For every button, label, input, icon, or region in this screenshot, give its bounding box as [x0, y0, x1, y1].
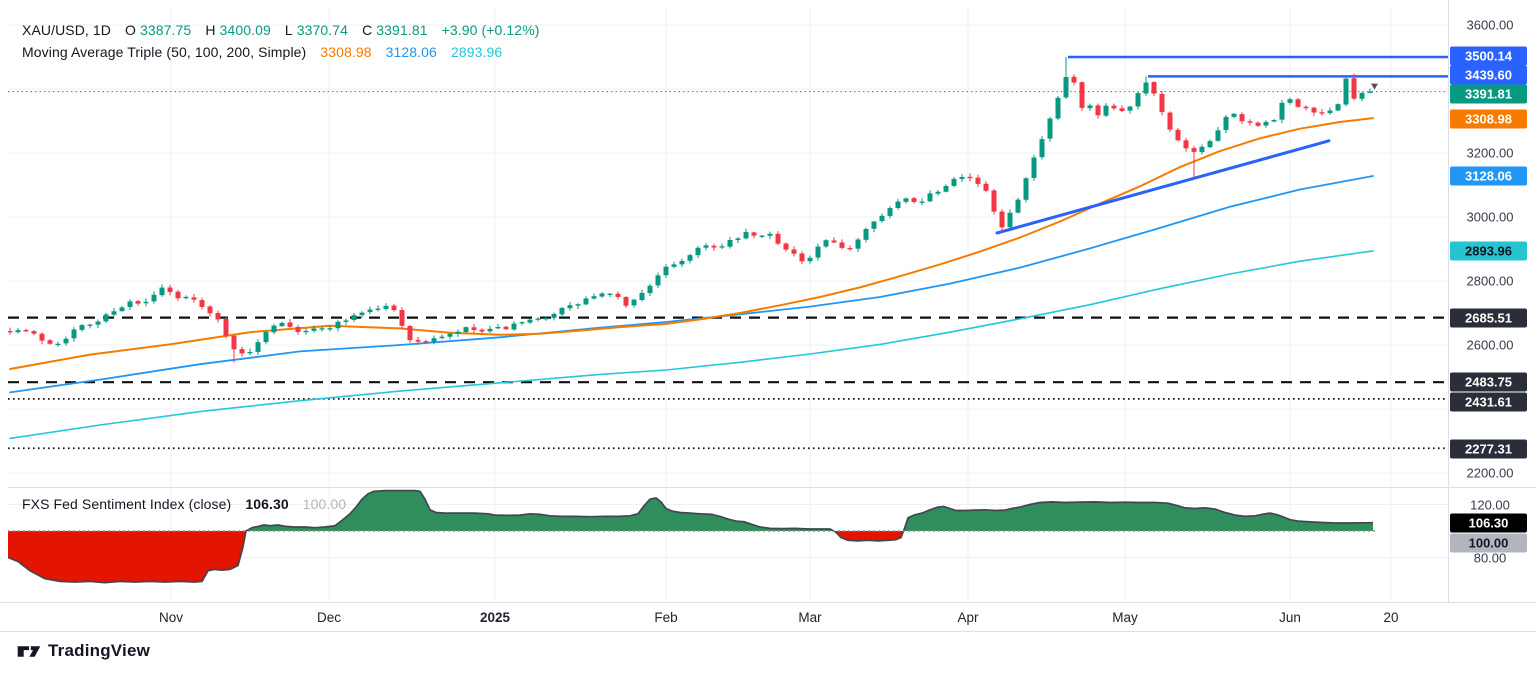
time-axis-label: Dec	[317, 610, 341, 625]
price-axis-badge: 3128.06	[1450, 166, 1527, 186]
tradingview-brand-text: TradingView	[48, 641, 151, 660]
svg-text:3500.14: 3500.14	[1465, 49, 1513, 64]
time-axis-label: 20	[1383, 610, 1398, 625]
ma-200-line[interactable]	[9, 250, 1374, 440]
time-axis-label: Feb	[654, 610, 677, 625]
sentiment-area-negative	[8, 531, 1373, 583]
main-pane[interactable]	[8, 55, 1449, 450]
ma-100-line[interactable]	[9, 175, 1374, 394]
price-axis-label: 3200.00	[1467, 146, 1514, 161]
svg-text:2431.61: 2431.61	[1465, 395, 1512, 410]
tradingview-attribution[interactable]: TradingView	[17, 641, 150, 661]
support-resistance-levels[interactable]	[8, 316, 1448, 450]
time-axis[interactable]: Nov Dec 2025 Feb Mar Apr May Jun 20	[159, 610, 1399, 625]
svg-text:2277.31: 2277.31	[1465, 442, 1512, 457]
price-axis-label: 3000.00	[1467, 210, 1514, 225]
price-axis-label: 120.00	[1470, 498, 1510, 513]
price-axis-badge: 2685.51	[1450, 308, 1527, 328]
time-axis-label: Jun	[1279, 610, 1301, 625]
time-axis-label: Mar	[798, 610, 822, 625]
ascending-trendline[interactable]	[995, 139, 1331, 235]
price-axis-badge: 2893.96	[1450, 241, 1527, 261]
price-axis[interactable]: 3600.00 3200.00 3000.00 2800.00 2600.00 2200.…	[1450, 18, 1527, 566]
price-axis-badge: 2277.31	[1450, 439, 1527, 459]
time-axis-label: 2025	[480, 610, 511, 625]
price-axis-label: 80.00	[1474, 551, 1507, 566]
svg-text:106.30: 106.30	[1469, 516, 1509, 531]
svg-text:100.00: 100.00	[1469, 536, 1509, 551]
sentiment-area-positive	[8, 490, 1373, 531]
time-axis-label: May	[1112, 610, 1138, 625]
price-axis-label: 2800.00	[1467, 274, 1514, 289]
price-axis-badge: 3439.60	[1450, 65, 1527, 85]
price-axis-label: 2200.00	[1467, 466, 1514, 481]
last-price-arrow-icon	[1371, 83, 1378, 90]
svg-text:3128.06: 3128.06	[1465, 169, 1512, 184]
candles-group[interactable]	[8, 56, 1373, 363]
gridlines	[8, 8, 1448, 601]
price-axis-badge: 100.00	[1450, 533, 1527, 553]
svg-text:3439.60: 3439.60	[1465, 68, 1512, 83]
price-axis-badge: 3500.14	[1450, 46, 1527, 66]
svg-text:2483.75: 2483.75	[1465, 375, 1512, 390]
tradingview-logo-icon	[17, 645, 41, 657]
svg-text:2685.51: 2685.51	[1465, 311, 1512, 326]
sentiment-line[interactable]	[7, 489, 1374, 584]
price-axis-badge: 2483.75	[1450, 372, 1527, 392]
price-axis-badge: 2431.61	[1450, 392, 1527, 412]
ma-50-line[interactable]	[9, 117, 1374, 370]
svg-text:2893.96: 2893.96	[1465, 244, 1512, 259]
pane-separators	[0, 0, 1536, 632]
price-axis-badge: 3308.98	[1450, 109, 1527, 129]
svg-text:3308.98: 3308.98	[1465, 112, 1512, 127]
price-axis-label: 2600.00	[1467, 338, 1514, 353]
svg-text:3391.81: 3391.81	[1465, 87, 1512, 102]
price-axis-badge: 3391.81	[1450, 84, 1527, 104]
price-axis-label: 3600.00	[1467, 18, 1514, 33]
price-axis-badge: 106.30	[1450, 513, 1527, 533]
time-axis-label: Nov	[159, 610, 183, 625]
time-axis-label: Apr	[957, 610, 979, 625]
